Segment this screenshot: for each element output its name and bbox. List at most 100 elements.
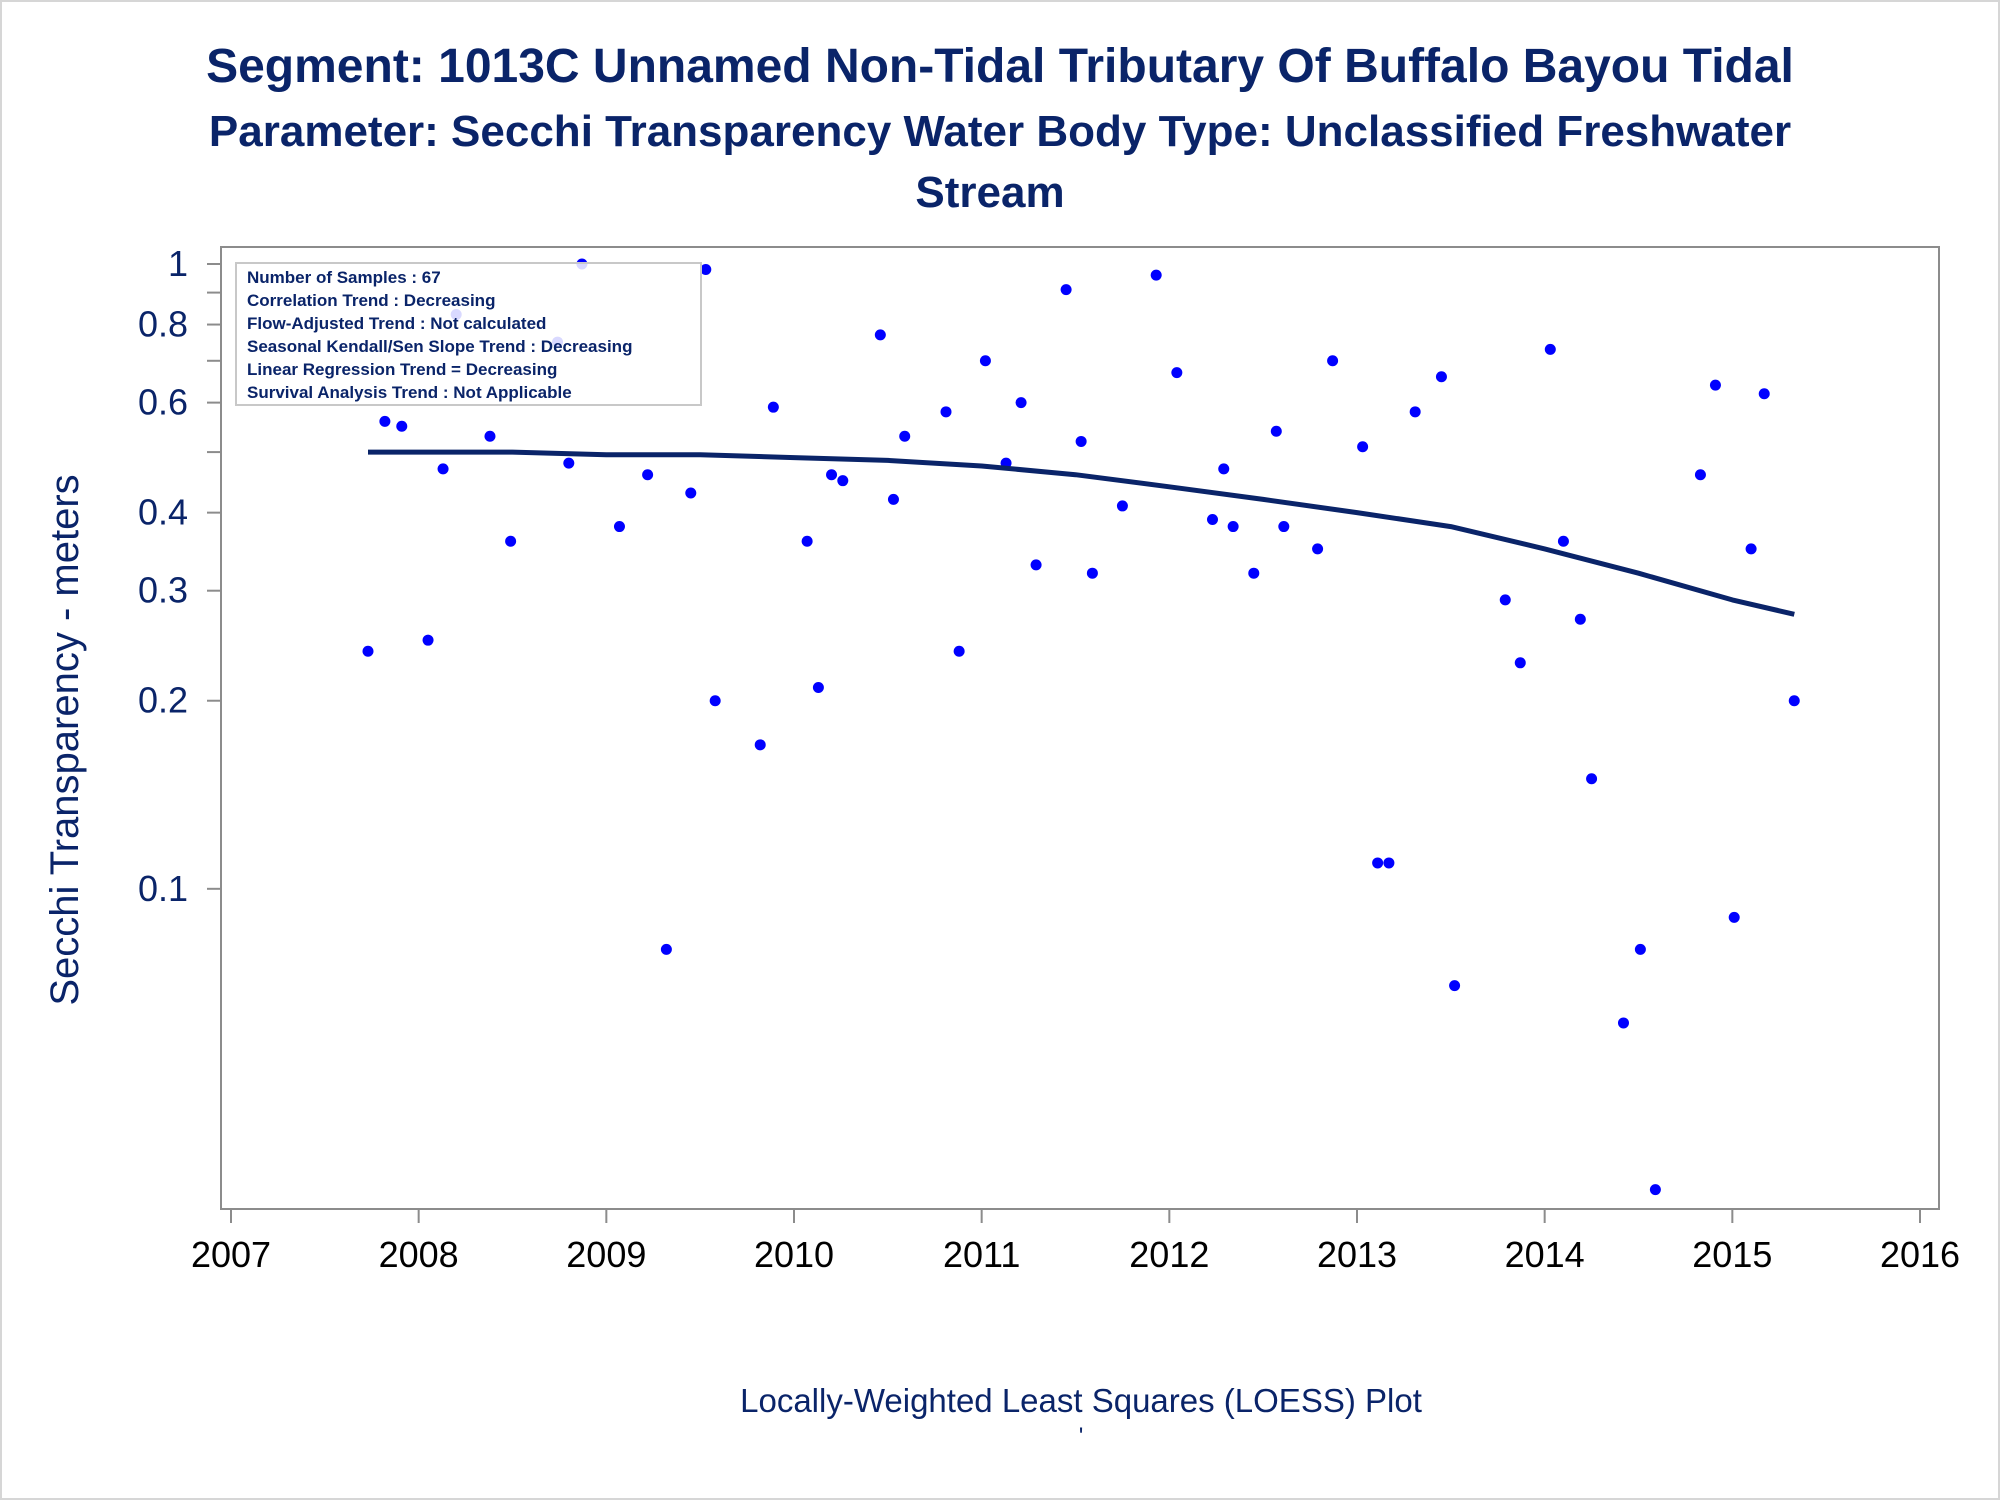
data-point — [812, 681, 824, 693]
data-point — [1206, 514, 1218, 526]
x-tick-label: 2013 — [1317, 1234, 1397, 1275]
trend-info-box: Number of Samples : 67 Correlation Trend… — [235, 262, 702, 406]
data-point — [1372, 857, 1384, 869]
x-tick-label: 2015 — [1692, 1234, 1772, 1275]
data-point — [940, 406, 952, 418]
data-point — [563, 457, 575, 469]
data-point — [613, 521, 625, 533]
data-point — [1499, 594, 1511, 606]
data-point — [505, 535, 517, 547]
x-tick-label: 2014 — [1505, 1234, 1585, 1275]
chart-title-line-1: Segment: 1013C Unnamed Non-Tidal Tributa… — [206, 40, 1794, 93]
data-point — [396, 420, 408, 432]
data-point — [1218, 463, 1230, 475]
data-point — [437, 463, 449, 475]
info-line-survival-analysis: Survival Analysis Trend : Not Applicable — [247, 383, 572, 402]
x-tick-label: 2012 — [1129, 1234, 1209, 1275]
data-point — [1383, 857, 1395, 869]
data-point — [801, 535, 813, 547]
data-point — [1075, 435, 1087, 447]
info-line-samples: Number of Samples : 67 — [247, 268, 441, 287]
data-point — [642, 469, 654, 481]
y-tick-label: 0.4 — [138, 492, 188, 533]
y-tick-label: 0.8 — [138, 304, 188, 345]
data-point — [1544, 343, 1556, 355]
data-point — [1758, 388, 1770, 400]
y-tick-label: 0.2 — [138, 680, 188, 721]
x-tick-label: 2011 — [943, 1234, 1020, 1275]
plot-area — [220, 246, 1940, 1210]
data-point — [826, 469, 838, 481]
data-point — [709, 695, 721, 707]
data-point — [979, 355, 991, 367]
data-point — [1586, 773, 1598, 785]
x-tick-label: 2016 — [1880, 1234, 1960, 1275]
chart-title-line-3: Stream — [915, 168, 1064, 217]
x-tick-label: 2010 — [754, 1234, 834, 1275]
y-tick-label: 0.6 — [138, 382, 188, 423]
data-point — [953, 645, 965, 657]
chart-title-line-2: Parameter: Secchi Transparency Water Bod… — [209, 107, 1791, 156]
data-point — [1709, 379, 1721, 391]
data-point — [1030, 559, 1042, 571]
data-point — [660, 943, 672, 955]
data-point — [1086, 567, 1098, 579]
data-point — [1728, 911, 1740, 923]
data-point — [1327, 355, 1339, 367]
data-point — [1150, 269, 1162, 281]
data-point — [685, 487, 697, 499]
data-point — [1435, 371, 1447, 383]
data-point — [1248, 567, 1260, 579]
x-tick-label: 2007 — [191, 1234, 271, 1275]
data-point — [1227, 521, 1239, 533]
data-point — [362, 645, 374, 657]
data-point — [1312, 543, 1324, 555]
y-axis-label: Secchi Transparency - meters — [43, 474, 87, 1005]
data-point — [1557, 535, 1569, 547]
y-tick-label: 1 — [168, 243, 188, 284]
data-point — [1634, 943, 1646, 955]
data-point — [1270, 425, 1282, 437]
data-point — [1617, 1017, 1629, 1029]
data-point — [379, 415, 391, 427]
data-point — [899, 430, 911, 442]
info-line-linear-regression: Linear Regression Trend = Decreasing — [247, 360, 557, 379]
footer-caption: Locally-Weighted Least Squares (LOESS) P… — [740, 1382, 1422, 1419]
data-point — [837, 475, 849, 487]
info-box-border — [235, 262, 702, 406]
footer-mark: ' — [1079, 1423, 1084, 1450]
x-axis: 2007 2008 2009 2010 2011 2012 2013 2014 2015 2016 — [191, 1209, 1960, 1275]
data-point — [1745, 543, 1757, 555]
data-point — [484, 430, 496, 442]
data-point — [1694, 469, 1706, 481]
data-point — [1409, 406, 1421, 418]
data-point — [1788, 695, 1800, 707]
data-point — [1278, 521, 1290, 533]
data-point — [1357, 441, 1369, 453]
data-point — [700, 263, 712, 275]
data-point — [1116, 500, 1128, 512]
y-tick-label: 0.3 — [138, 570, 188, 611]
y-axis: 1 0.8 0.6 0.4 0.3 0.2 0.1 — [138, 243, 221, 909]
data-points — [362, 258, 1800, 1196]
data-point — [1449, 980, 1461, 992]
data-point — [754, 739, 766, 751]
data-point — [1649, 1184, 1661, 1196]
info-line-seasonal-kendall: Seasonal Kendall/Sen Slope Trend : Decre… — [247, 337, 632, 356]
loess-curve-group — [368, 449, 1795, 617]
info-line-correlation: Correlation Trend : Decreasing — [247, 291, 495, 310]
x-tick-label: 2008 — [379, 1234, 459, 1275]
data-point — [874, 329, 886, 341]
data-point — [1015, 397, 1027, 409]
data-point — [422, 634, 434, 646]
info-line-flow-adjusted: Flow-Adjusted Trend : Not calculated — [247, 314, 546, 333]
y-tick-label: 0.1 — [138, 868, 188, 909]
loess-curve — [368, 449, 1795, 617]
data-point — [1514, 657, 1526, 669]
data-point — [1574, 613, 1586, 625]
data-point — [1171, 367, 1183, 379]
x-tick-label: 2009 — [566, 1234, 646, 1275]
data-point — [767, 401, 779, 413]
